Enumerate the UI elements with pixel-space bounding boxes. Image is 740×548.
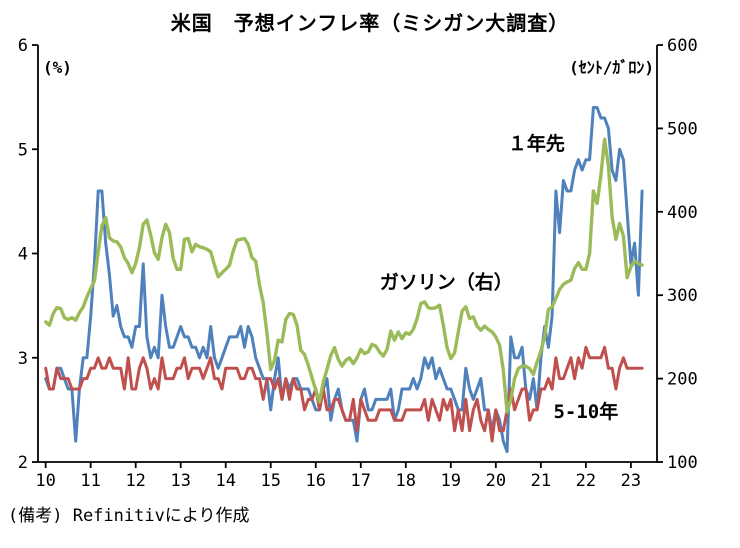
chart-area: 6 5 4 3 2 600 500 400 300 200 100 10 11 12 13 14 15 16 17 1… xyxy=(0,35,740,495)
x-axis-tick-label: 21 xyxy=(531,471,551,491)
right-axis-tick-label: 100 xyxy=(667,453,698,473)
left-axis-tick-label: 2 xyxy=(18,453,28,473)
chart-title: 米国 予想インフレ率（ミシガン大調査） xyxy=(170,11,570,35)
left-axis-tick-label: 5 xyxy=(18,140,28,160)
x-axis-tick-label: 14 xyxy=(215,471,235,491)
annotation-five-to-ten-year-label: 5-10年 xyxy=(553,400,618,423)
x-axis-tick-label: 12 xyxy=(125,471,145,491)
x-axis-tick-label: 22 xyxy=(576,471,596,491)
right-axis-tick-label: 200 xyxy=(667,370,698,390)
series-five-to-ten-year xyxy=(44,345,644,443)
series-gasoline-right xyxy=(44,137,644,414)
x-axis-tick-label: 13 xyxy=(170,471,190,491)
left-axis-tick-label: 4 xyxy=(18,245,28,265)
x-axis-tick-label: 19 xyxy=(441,471,461,491)
right-axis-tick-label: 600 xyxy=(667,36,698,56)
x-axis-tick-label: 17 xyxy=(351,471,371,491)
source-note: (備考) Refinitivにより作成 xyxy=(8,506,250,526)
right-axis-unit-label: (ｾﾝﾄ/ｶﾞﾛﾝ) xyxy=(569,58,654,77)
annotation-one-year-ahead-label: １年先 xyxy=(508,132,565,155)
x-axis-tick-label: 23 xyxy=(621,471,641,491)
left-axis-unit-label: (%) xyxy=(43,58,72,77)
x-axis-tick-label: 20 xyxy=(486,471,506,491)
right-axis-tick-label: 500 xyxy=(667,119,698,139)
annotation-gasoline-label: ガソリン（右） xyxy=(380,271,513,294)
x-axis-tick-label: 11 xyxy=(80,471,100,491)
x-axis-tick-label: 18 xyxy=(396,471,416,491)
x-axis-tick-label: 15 xyxy=(261,471,281,491)
right-axis-tick-label: 400 xyxy=(667,203,698,223)
left-axis-tick-label: 3 xyxy=(18,349,28,369)
x-axis-tick-label: 16 xyxy=(306,471,326,491)
line-chart: 6 5 4 3 2 600 500 400 300 200 100 10 11 12 13 14 15 16 17 1… xyxy=(18,36,698,491)
x-axis-tick-label: 10 xyxy=(35,471,55,491)
right-axis-tick-label: 300 xyxy=(667,286,698,306)
left-axis-tick-label: 6 xyxy=(18,36,28,56)
